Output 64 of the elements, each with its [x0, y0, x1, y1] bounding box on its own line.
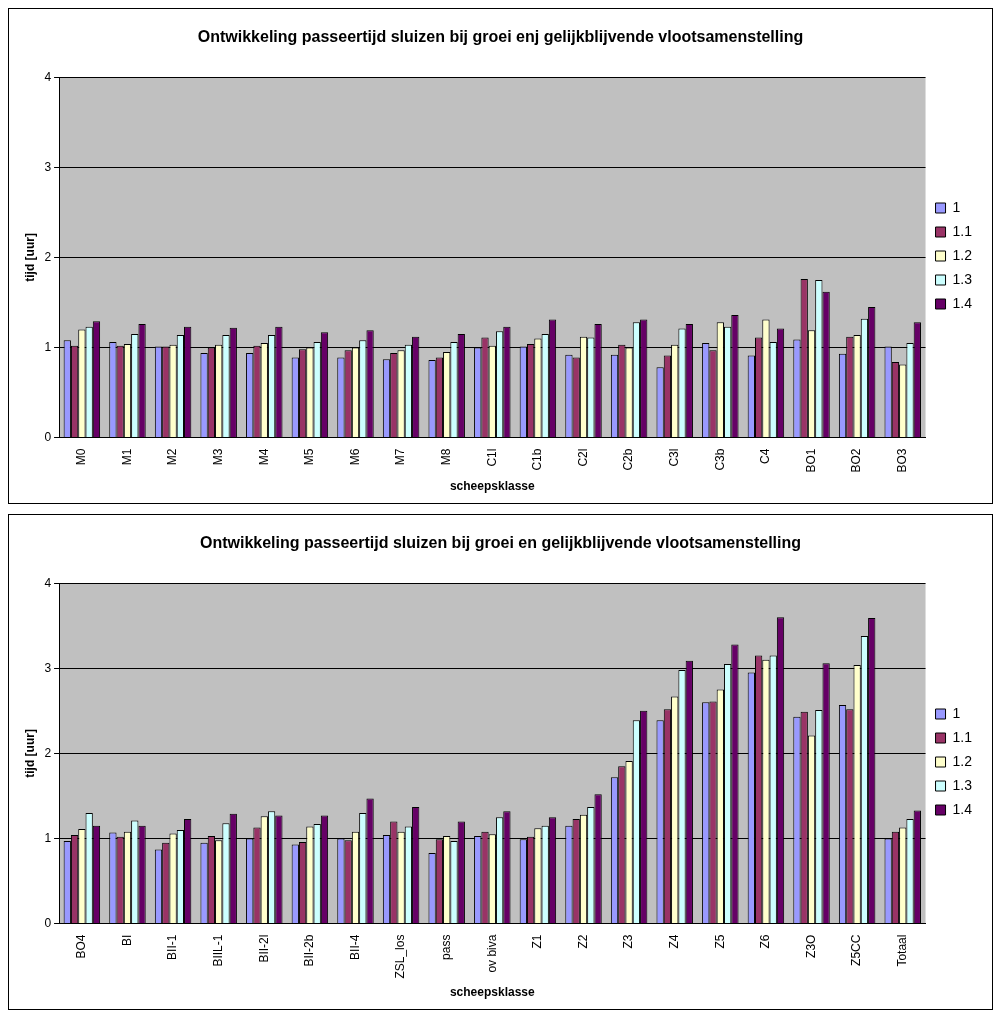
x-tick-label: C3l: [667, 448, 682, 467]
y-axis-title: tijd [uur]: [22, 729, 37, 778]
x-tick-label: Z3O: [803, 934, 818, 958]
x-tick-label: M6: [347, 448, 362, 466]
x-tick-label: BO3: [895, 448, 910, 473]
legend-label: 1.3: [952, 270, 973, 287]
y-tick-label: 0: [44, 915, 52, 930]
legend-label: 1.1: [952, 222, 973, 239]
y-tick-label: 4: [44, 575, 52, 590]
x-tick-label: BO4: [74, 934, 89, 959]
x-tick-label: BII-1: [165, 934, 180, 960]
legend-label: 1.2: [952, 752, 973, 769]
x-tick-label: Z5: [712, 934, 727, 949]
x-tick-label: BIIL-1: [211, 934, 225, 967]
x-axis-title: scheepsklasse: [449, 985, 535, 1000]
x-tick-label: M3: [211, 448, 225, 466]
x-tick-label: C1l: [484, 448, 499, 467]
chart-title: Ontwikkeling passeertijd sluizen bij groei enj gelijkblijvende vlootsamenstelling: [197, 28, 804, 46]
x-tick-label: M2: [165, 448, 180, 466]
x-tick-label: C1b: [530, 448, 545, 471]
legend-label: 1.4: [952, 294, 973, 311]
y-tick-label: 1: [44, 339, 52, 354]
legend-label: 1.1: [952, 728, 973, 745]
y-axis-title: tijd [uur]: [22, 233, 37, 282]
x-tick-label: Z5CC: [849, 934, 864, 966]
x-tick-label: BO1: [803, 448, 818, 473]
x-tick-label: Z4: [667, 934, 682, 949]
x-tick-label: C3b: [712, 448, 727, 471]
legend-label: 1.2: [952, 246, 973, 263]
x-tick-label: BII-2b: [302, 934, 317, 967]
x-tick-label: C4: [758, 448, 773, 464]
x-tick-label: M1: [119, 448, 134, 466]
x-tick-label: BII-2l: [256, 934, 271, 963]
x-tick-label: Z1: [530, 934, 545, 949]
legend-label: 1.3: [952, 776, 973, 793]
x-tick-label: C2l: [575, 448, 590, 467]
x-tick-label: M0: [74, 448, 89, 466]
legend-label: 1: [952, 704, 961, 721]
x-tick-label: M7: [393, 448, 408, 466]
x-axis-title: scheepsklasse: [449, 479, 535, 494]
legend-label: 1: [952, 198, 961, 215]
x-tick-label: BII-4: [347, 934, 362, 960]
x-tick-label: M8: [439, 448, 454, 466]
y-tick-label: 4: [44, 69, 52, 84]
y-tick-label: 3: [44, 660, 52, 675]
y-tick-label: 3: [44, 159, 52, 174]
x-tick-label: ov biva: [484, 934, 499, 973]
x-tick-label: Z6: [758, 934, 773, 949]
x-tick-label: Totaal: [895, 934, 910, 967]
y-tick-label: 2: [44, 745, 52, 760]
chart-title: Ontwikkeling passeertijd sluizen bij groei en gelijkblijvende vlootsamenstelling: [199, 534, 802, 552]
x-tick-label: BI: [119, 934, 134, 946]
x-tick-label: M4: [256, 448, 271, 466]
x-tick-label: Z2: [575, 934, 590, 949]
x-tick-label: BO2: [849, 448, 864, 473]
y-tick-label: 1: [44, 830, 52, 845]
x-tick-label: M5: [302, 448, 317, 466]
x-tick-label: ZSL_los: [393, 934, 408, 979]
y-tick-label: 0: [44, 429, 52, 444]
x-tick-label: pass: [439, 934, 454, 960]
legend-label: 1.4: [952, 800, 973, 817]
y-tick-label: 2: [44, 249, 52, 264]
x-tick-label: C2b: [621, 448, 636, 471]
x-tick-label: Z3: [621, 934, 636, 949]
